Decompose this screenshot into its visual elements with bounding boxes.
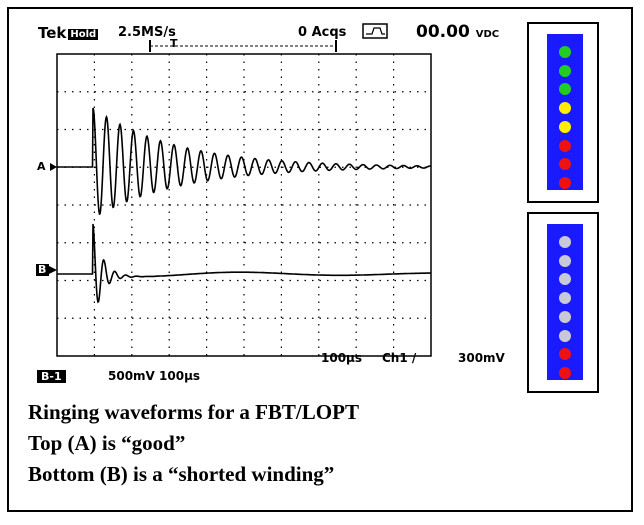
- led-indicator: [559, 329, 571, 342]
- led-meter-good: [547, 34, 583, 190]
- channel-b-label: B: [38, 263, 47, 276]
- trigger-bracket: [149, 40, 337, 52]
- led-indicator: [559, 158, 571, 171]
- led-indicator: [559, 254, 571, 267]
- trigger-position-label: T: [170, 37, 178, 50]
- led-indicator: [559, 366, 571, 379]
- led-indicator: [559, 273, 571, 286]
- led-indicator: [559, 292, 571, 305]
- channel-setting: B-1: [37, 369, 66, 384]
- timebase-readout: 100µs: [321, 351, 363, 365]
- channel-a-marker: [50, 163, 57, 171]
- led-indicator: [559, 83, 571, 96]
- led-indicator: [559, 348, 571, 361]
- trigger-channel: Ch1 /: [382, 351, 417, 365]
- trigger-level: 300mV: [458, 351, 505, 365]
- waveform-b: [57, 223, 431, 304]
- readout-value: 00.00: [416, 22, 470, 42]
- led-indicator: [559, 64, 571, 77]
- caption-line-2: Top (A) is “good”: [28, 431, 186, 455]
- led-indicator: [559, 120, 571, 133]
- hold-badge: Hold: [68, 29, 99, 40]
- led-indicator: [559, 236, 571, 248]
- led-meter-shorted: [547, 224, 583, 380]
- led-indicator: [559, 46, 571, 58]
- sample-rate: 2.5MS/s: [118, 25, 176, 40]
- readout-unit: VDC: [475, 29, 500, 40]
- brand-label: Tek: [38, 24, 67, 42]
- led-indicator: [559, 102, 571, 115]
- channel-scale: 500mV 100µs: [108, 369, 201, 383]
- channel-badge: B-1: [37, 370, 66, 383]
- caption-line-3: Bottom (B) is a “shorted winding”: [28, 462, 335, 486]
- channel-b-marker: [36, 264, 57, 276]
- led-indicator: [559, 310, 571, 323]
- meter-panel-shorted: [527, 212, 599, 393]
- figure-frame: [7, 7, 633, 512]
- acquisition-count: 0 Acqs: [298, 25, 347, 40]
- graticule-grid: [57, 54, 431, 356]
- channel-a-label: A: [37, 160, 46, 173]
- voltage-readout: 00.00 VDC: [416, 22, 499, 42]
- led-indicator: [559, 176, 571, 189]
- caption-line-1: Ringing waveforms for a FBT/LOPT: [28, 400, 359, 424]
- scope-header-brand: Tek Hold: [38, 24, 99, 42]
- trigger-mode-icon: [362, 23, 388, 39]
- led-indicator: [559, 139, 571, 152]
- waveform-a: [57, 107, 432, 216]
- meter-panel-good: [527, 22, 599, 203]
